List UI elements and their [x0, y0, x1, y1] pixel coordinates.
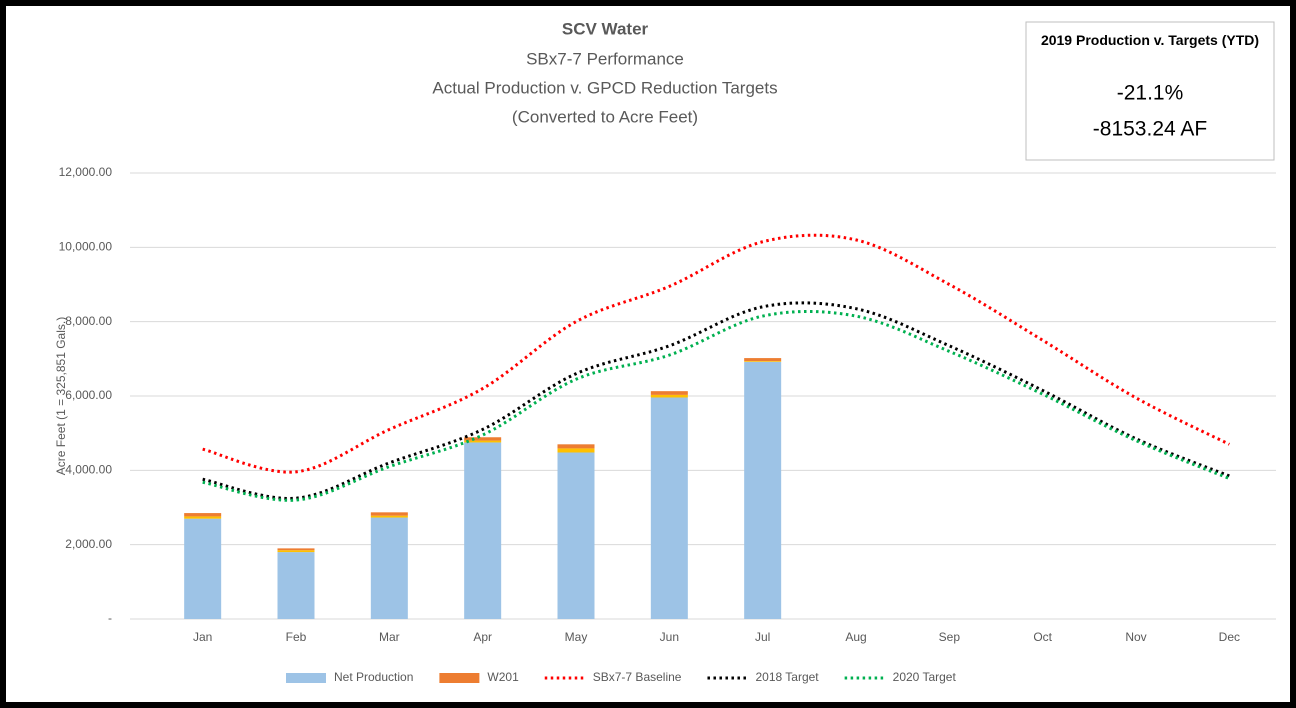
bar-segment: [277, 550, 315, 553]
y-tick-label: 8,000.00: [65, 314, 112, 328]
y-tick-label: 2,000.00: [65, 537, 112, 551]
y-tick-label: 10,000.00: [59, 240, 113, 254]
x-tick-label: Apr: [473, 630, 492, 644]
bar-segment: [464, 440, 502, 443]
line-series: [202, 301, 1230, 500]
x-tick-label: Aug: [845, 630, 866, 644]
x-tick-label: Nov: [1125, 630, 1146, 644]
bar-segment: [464, 442, 502, 619]
legend-label: 2018 Target: [755, 670, 819, 684]
x-tick-label: May: [565, 630, 588, 644]
x-tick-label: Mar: [379, 630, 400, 644]
bar-segment: [557, 448, 595, 453]
bar-segment: [370, 512, 408, 516]
bar-segment: [650, 391, 688, 395]
x-tick-label: Jul: [755, 630, 770, 644]
bar-segment: [744, 358, 782, 362]
annotation-line: -8153.24 AF: [1093, 118, 1207, 141]
bar-segment: [184, 513, 222, 517]
bar-segment: [277, 548, 315, 551]
legend-label: SBx7-7 Baseline: [593, 670, 682, 684]
bar-segment: [650, 394, 688, 398]
legend-swatch: [286, 673, 326, 683]
annotation-title-wrap: 2019 Production v. Targets (YTD): [1040, 32, 1260, 48]
annotation-title: 2019 Production v. Targets (YTD): [1040, 32, 1260, 48]
x-tick-label: Oct: [1033, 630, 1052, 644]
bar-segment: [464, 437, 502, 441]
y-tick-label: 12,000.00: [59, 165, 113, 179]
y-tick-label: -: [108, 611, 112, 625]
bar-segment: [557, 444, 595, 449]
legend-swatch: [439, 673, 480, 683]
bar-segment: [184, 516, 222, 519]
bar-segment: [744, 361, 782, 619]
bar-segment: [557, 452, 595, 619]
chart-title: SCV Water: [562, 19, 649, 38]
line-series: [202, 309, 1230, 502]
bar-segment: [744, 361, 782, 362]
chart-subtitle: Actual Production v. GPCD Reduction Targ…: [432, 78, 777, 97]
legend-label: W201: [487, 670, 519, 684]
x-tick-label: Jan: [193, 630, 212, 644]
y-axis-label: Acre Feet (1 = 325,851 Gals.): [54, 317, 68, 475]
bar-segment: [184, 518, 222, 619]
chart-subtitle: SBx7-7 Performance: [526, 49, 684, 68]
chart-subtitle: (Converted to Acre Feet): [512, 107, 698, 126]
bar-segment: [370, 515, 408, 518]
bar-segment: [650, 397, 688, 619]
legend-label: 2020 Target: [893, 670, 957, 684]
x-tick-label: Jun: [660, 630, 679, 644]
x-tick-label: Feb: [286, 630, 307, 644]
annotation-line: -21.1%: [1117, 82, 1184, 105]
y-tick-label: 4,000.00: [65, 463, 112, 477]
bar-segment: [370, 517, 408, 619]
x-tick-label: Sep: [939, 630, 961, 644]
annotation-box: [1025, 21, 1275, 161]
y-tick-label: 6,000.00: [65, 388, 112, 402]
bar-segment: [277, 552, 315, 619]
x-tick-label: Dec: [1219, 630, 1240, 644]
legend-label: Net Production: [334, 670, 413, 684]
